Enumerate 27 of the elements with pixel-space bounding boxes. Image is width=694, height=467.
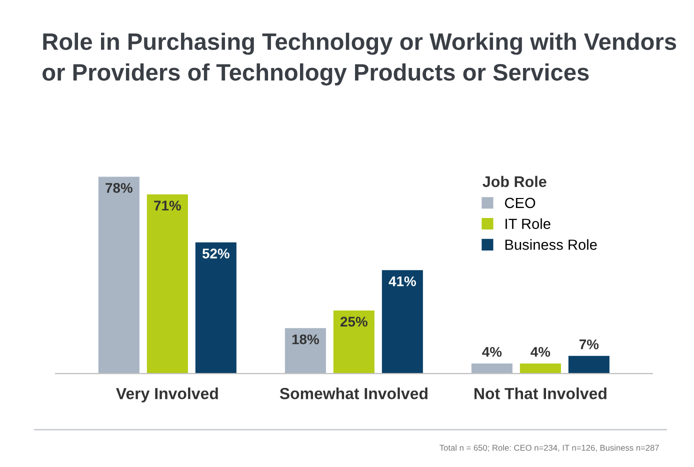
data-label: 41% xyxy=(388,276,416,286)
bar xyxy=(471,364,512,374)
bar xyxy=(98,176,140,374)
data-label: 71% xyxy=(154,200,181,210)
data-label: 25% xyxy=(340,316,368,327)
legend-label: IT Role xyxy=(506,218,550,230)
bar xyxy=(195,242,236,374)
x-tick-label: Somewhat Involved xyxy=(280,387,428,400)
bar xyxy=(146,194,188,374)
bar xyxy=(568,356,610,374)
bar xyxy=(333,310,374,374)
text: Total n = 650; Role: CEO n=234, IT n=126, Business n=287 xyxy=(440,444,659,452)
chart-title: Role in Purchasing Technology or Working with Vendors or Providers of Technology Products or Services xyxy=(42,32,676,86)
legend-label: CEO xyxy=(504,198,536,208)
data-label: 52% xyxy=(202,248,230,258)
data-label: 7% xyxy=(580,339,599,350)
bar xyxy=(382,270,423,374)
x-tick-label: Not That Involved xyxy=(474,387,606,400)
data-label: 78% xyxy=(106,183,132,193)
data-label: 4% xyxy=(530,347,550,357)
bar xyxy=(284,328,326,374)
legend-label: Business Role xyxy=(505,239,597,250)
bar xyxy=(520,364,561,374)
x-tick-label: Very Involved xyxy=(116,387,218,402)
legend-title: Job Role xyxy=(482,176,546,188)
data-label: 4% xyxy=(482,347,502,357)
data-label: 18% xyxy=(292,334,319,344)
